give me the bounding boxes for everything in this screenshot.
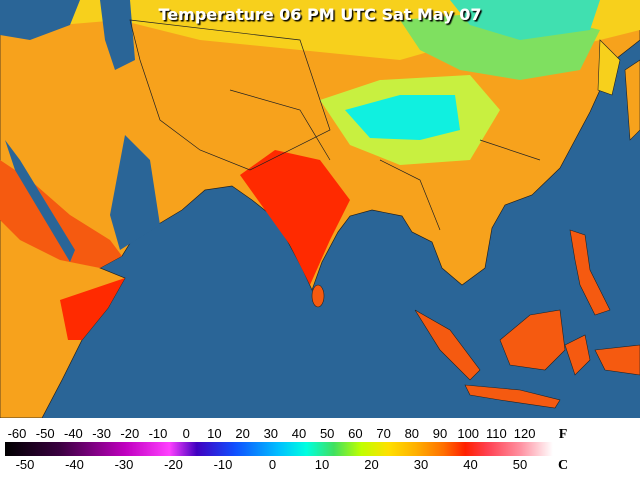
celsius-label: -20 xyxy=(164,457,183,472)
fahrenheit-label: 80 xyxy=(405,426,419,441)
borneo xyxy=(499,309,566,371)
celsius-label: -40 xyxy=(65,457,84,472)
hot-zone xyxy=(60,278,125,340)
map-title: Temperature 06 PM UTC Sat May 07 xyxy=(159,5,482,24)
fahrenheit-label: 40 xyxy=(292,426,306,441)
color-bar xyxy=(5,442,553,456)
korea xyxy=(597,39,621,96)
caspian-sea xyxy=(100,0,135,70)
new-guinea xyxy=(594,344,640,376)
red-sea xyxy=(5,140,75,262)
gulf xyxy=(110,135,160,250)
fahrenheit-unit: F xyxy=(559,427,568,442)
sulawesi xyxy=(564,334,591,376)
hot-zone xyxy=(240,150,350,285)
fahrenheit-label: 70 xyxy=(376,426,390,441)
fahrenheit-label: -20 xyxy=(120,426,139,441)
borders xyxy=(229,89,541,231)
fahrenheit-label: -10 xyxy=(149,426,168,441)
philippines xyxy=(569,229,611,316)
fahrenheit-label: -30 xyxy=(92,426,111,441)
sumatra xyxy=(414,309,481,381)
japan xyxy=(624,59,640,141)
fahrenheit-label: 0 xyxy=(183,426,190,441)
plateau-cold xyxy=(345,95,460,140)
celsius-label: 30 xyxy=(414,457,428,472)
celsius-label: 40 xyxy=(463,457,477,472)
celsius-unit: C xyxy=(558,458,568,473)
fahrenheit-label: 20 xyxy=(235,426,249,441)
fahrenheit-label: 10 xyxy=(207,426,221,441)
black-sea xyxy=(0,0,80,40)
fahrenheit-label: 90 xyxy=(433,426,447,441)
celsius-label: 0 xyxy=(269,457,276,472)
fahrenheit-label: -40 xyxy=(64,426,83,441)
fahrenheit-label: 120 xyxy=(514,426,536,441)
fahrenheit-label: 50 xyxy=(320,426,334,441)
fahrenheit-label: -60 xyxy=(8,426,27,441)
celsius-label: 20 xyxy=(364,457,378,472)
fahrenheit-label: 100 xyxy=(457,426,479,441)
celsius-label: -10 xyxy=(214,457,233,472)
map-area: Temperature 06 PM UTC Sat May 07 xyxy=(0,0,640,419)
fahrenheit-label: 30 xyxy=(264,426,278,441)
java xyxy=(464,384,561,409)
legend: F C -60 -50 -40 -30 -20 -10 0 10 20 30 40 50 60 70 80 9… xyxy=(0,418,640,480)
fahrenheit-label: -50 xyxy=(36,426,55,441)
celsius-label: 50 xyxy=(513,457,527,472)
cool-zone xyxy=(450,0,600,40)
sri-lanka xyxy=(311,284,325,308)
celsius-label: -30 xyxy=(115,457,134,472)
borders xyxy=(129,19,331,171)
fahrenheit-label: 60 xyxy=(348,426,362,441)
celsius-label: -50 xyxy=(16,457,35,472)
fahrenheit-label: 110 xyxy=(486,426,507,441)
celsius-label: 10 xyxy=(315,457,329,472)
